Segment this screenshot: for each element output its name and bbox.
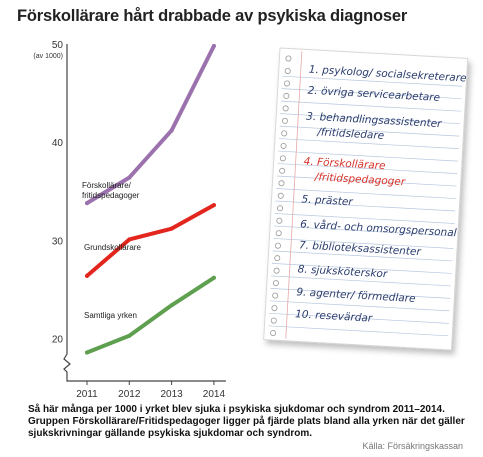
notepad-rule-line — [282, 75, 463, 87]
notepad-rule-line — [278, 138, 459, 149]
notepad-hole — [284, 80, 291, 87]
notepad-rule-line — [269, 300, 450, 312]
notepad-rule-line — [274, 225, 454, 237]
notepad-hole — [285, 55, 292, 62]
x-tick-label: 2012 — [118, 389, 141, 400]
notepad-item: /fritidspedagoger — [314, 171, 407, 188]
notepad-item: 4. Förskollärare — [303, 156, 385, 173]
notepad-hole — [273, 267, 280, 274]
data-point — [127, 333, 132, 338]
series-label: Grundskollärare — [84, 243, 141, 252]
notepad-rule-line — [276, 175, 457, 187]
data-point — [127, 175, 132, 180]
notepad-hole — [283, 92, 290, 99]
page-title: Förskollärare hårt drabbade av psykiska … — [17, 7, 408, 25]
y-axis-label: (av 1000) — [33, 53, 63, 60]
notepad-hole — [271, 305, 278, 312]
notepad-hole — [280, 142, 287, 149]
chart-caption: Så här många per 1000 i yrket blev sjuka… — [28, 404, 465, 439]
notepad-hole — [275, 230, 282, 237]
series-line — [85, 43, 216, 206]
data-point — [127, 237, 132, 242]
notepad-hole — [279, 167, 286, 174]
data-point — [85, 350, 89, 355]
notepad-rule-line — [271, 263, 452, 274]
notepad-margin-line — [285, 51, 303, 339]
notepad-rule-line — [270, 287, 451, 299]
x-tick-label: 2011 — [76, 389, 98, 400]
notepad-rule-line — [274, 213, 455, 224]
series-label: fritidspedagoger — [82, 191, 140, 200]
notepad-hole — [270, 330, 277, 337]
notepad-hole — [272, 280, 279, 287]
notepad-hole — [284, 67, 291, 74]
notepad-item: /fritidsledare — [316, 126, 384, 142]
notepad-rule-line — [268, 325, 449, 337]
notepad-rule-line — [280, 113, 461, 125]
notepad-hole — [274, 242, 281, 249]
notepad-rule-line — [276, 188, 456, 199]
notepad-hole — [276, 217, 283, 224]
chart-plot-area: 20 30 40 50 (av 1000) 2011 2012 2013 2014 Förskol… — [33, 40, 226, 400]
notepad-hole — [274, 255, 281, 262]
series-label: Förskollärare/ — [82, 181, 132, 190]
notepad-rules — [268, 51, 463, 339]
notepad-rule-line — [281, 100, 461, 112]
data-point — [169, 226, 174, 231]
data-point — [85, 201, 89, 206]
notepad-rule-line — [277, 163, 458, 174]
notepad-rule-line — [269, 312, 449, 324]
notepad-item: 10. resevärdar — [295, 308, 373, 324]
y-tick-label: 20 — [52, 335, 64, 346]
data-point — [211, 275, 216, 280]
notepad-item: 5. präster — [301, 193, 353, 208]
notepad-rule-line — [275, 200, 456, 212]
notepad-hole — [278, 180, 285, 187]
notepad-hole — [281, 130, 288, 137]
y-tick-label: 30 — [52, 236, 64, 247]
data-point — [85, 273, 89, 278]
notepad-hole — [281, 117, 288, 124]
notepad-paper — [263, 47, 469, 351]
source-note: Källa: Försäkringskassan — [362, 441, 463, 451]
y-tick-label: 40 — [52, 138, 64, 149]
notepad-item: 8. sjuksköterskor — [297, 263, 388, 280]
data-point — [169, 303, 174, 308]
y-tick-label: 50 — [52, 40, 64, 51]
notepad-rule-line — [271, 275, 452, 287]
data-point — [169, 128, 174, 133]
notepad-hole — [270, 317, 277, 324]
series-label: Samtliga yrken — [84, 311, 137, 320]
notepad-hole — [282, 105, 289, 112]
notepad-rule-line — [273, 238, 454, 249]
notepad-rule-line — [281, 88, 462, 100]
notepad-rule-line — [279, 125, 460, 137]
notepad-holes — [270, 55, 292, 337]
x-tick-label: 2014 — [203, 389, 226, 400]
y-axis — [63, 44, 226, 382]
notepad-rule-line — [278, 150, 458, 162]
series-line — [85, 203, 216, 278]
notepad-hole — [272, 292, 279, 299]
data-point — [211, 43, 216, 48]
series-line — [85, 275, 216, 355]
notepad-hole — [279, 155, 286, 162]
notepad-hole — [277, 205, 284, 212]
x-tick-label: 2013 — [160, 389, 183, 400]
notepad-rule-line — [272, 250, 453, 262]
data-point — [211, 203, 216, 208]
notepad-hole — [277, 192, 284, 199]
